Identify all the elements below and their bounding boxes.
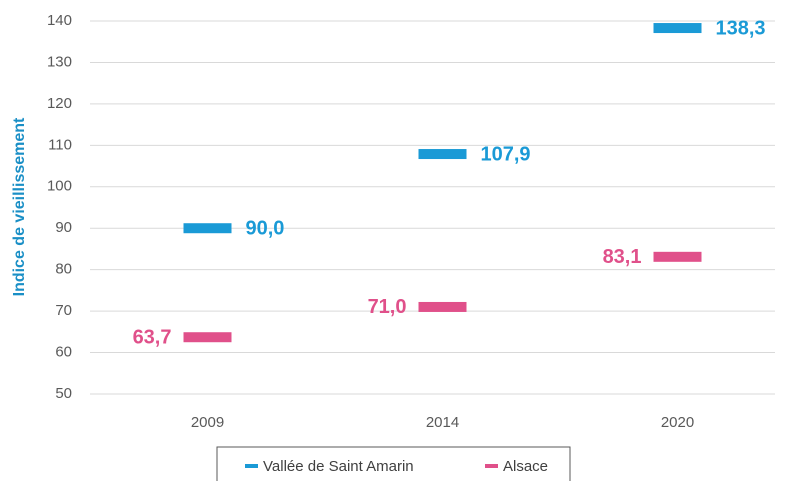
y-tick-label: 130 [47, 53, 72, 70]
y-tick-label: 120 [47, 95, 72, 112]
value-label: 83,1 [603, 246, 642, 268]
marker [653, 251, 702, 262]
y-tick-label: 80 [55, 261, 72, 278]
legend-label: Vallée de Saint Amarin [263, 458, 414, 475]
marker [418, 301, 467, 312]
value-label: 63,7 [133, 327, 172, 349]
y-tick-label: 90 [55, 219, 72, 236]
legend-label: Alsace [503, 458, 548, 475]
x-tick-label: 2009 [191, 414, 224, 431]
y-tick-label: 100 [47, 178, 72, 195]
y-axis-title: Indice de vieillissement [11, 117, 28, 296]
y-tick-label: 50 [55, 385, 72, 402]
legend-swatch [485, 464, 498, 468]
value-label: 90,0 [246, 218, 285, 240]
marker [418, 149, 467, 160]
y-tick-label: 140 [47, 12, 72, 29]
marker [653, 23, 702, 34]
y-tick-label: 70 [55, 302, 72, 319]
legend-swatch [245, 464, 258, 468]
marker [183, 223, 232, 234]
value-label: 138,3 [716, 17, 766, 39]
value-label: 71,0 [368, 296, 407, 318]
x-tick-label: 2020 [661, 414, 694, 431]
marker [183, 332, 232, 343]
value-label: 107,9 [481, 143, 531, 165]
legend-box [216, 446, 571, 481]
x-tick-label: 2014 [426, 414, 459, 431]
y-tick-label: 110 [48, 136, 72, 153]
y-tick-label: 60 [55, 344, 72, 361]
